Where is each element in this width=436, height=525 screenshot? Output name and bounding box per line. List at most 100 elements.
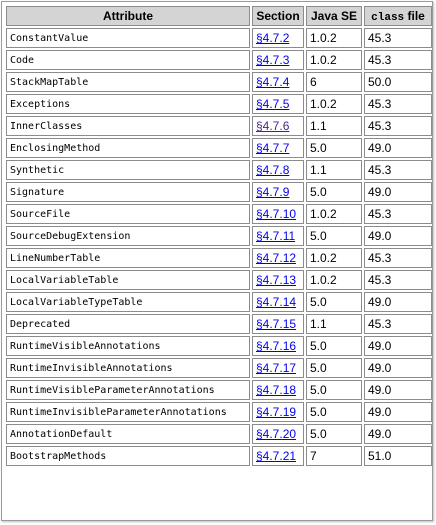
class-file-version-cell: 45.3 [364,50,432,70]
section-link[interactable]: §4.7.8 [256,163,290,177]
java-se-cell: 5.0 [306,424,362,444]
java-se-cell: 5.0 [306,358,362,378]
section-cell: §4.7.21 [252,446,304,466]
table-row: InnerClasses §4.7.6 1.1 45.3 [6,116,432,136]
section-link[interactable]: §4.7.12 [256,251,297,265]
java-se-cell: 5.0 [306,292,362,312]
java-se-cell: 1.0.2 [306,94,362,114]
class-file-version-cell: 49.0 [364,358,432,378]
class-file-version-cell: 49.0 [364,402,432,422]
class-file-version-cell: 45.3 [364,314,432,334]
section-link[interactable]: §4.7.15 [256,317,297,331]
section-link[interactable]: §4.7.13 [256,273,297,287]
table-row: ConstantValue §4.7.2 1.0.2 45.3 [6,28,432,48]
table-row: Signature §4.7.9 5.0 49.0 [6,182,432,202]
class-file-version-cell: 45.3 [364,94,432,114]
section-cell: §4.7.18 [252,380,304,400]
attribute-name-cell: BootstrapMethods [6,446,250,466]
class-file-version-cell: 45.3 [364,204,432,224]
attribute-name-cell: LineNumberTable [6,248,250,268]
section-link[interactable]: §4.7.3 [256,53,290,67]
section-cell: §4.7.17 [252,358,304,378]
class-file-version-cell: 49.0 [364,138,432,158]
attribute-name-cell: SourceDebugExtension [6,226,250,246]
class-file-version-cell: 45.3 [364,160,432,180]
attribute-name-cell: SourceFile [6,204,250,224]
table-row: RuntimeVisibleParameterAnnotations §4.7.1… [6,380,432,400]
header-section: Section [252,6,304,26]
java-se-cell: 7 [306,446,362,466]
section-link[interactable]: §4.7.16 [256,339,297,353]
section-cell: §4.7.7 [252,138,304,158]
java-se-cell: 5.0 [306,402,362,422]
section-cell: §4.7.19 [252,402,304,422]
section-cell: §4.7.14 [252,292,304,312]
section-link[interactable]: §4.7.2 [256,31,290,45]
section-link[interactable]: §4.7.17 [256,361,297,375]
table-row: LineNumberTable §4.7.12 1.0.2 45.3 [6,248,432,268]
table-row: AnnotationDefault §4.7.20 5.0 49.0 [6,424,432,444]
attribute-name-cell: RuntimeVisibleAnnotations [6,336,250,356]
attribute-name-cell: Exceptions [6,94,250,114]
java-se-cell: 5.0 [306,182,362,202]
attribute-name-cell: RuntimeVisibleParameterAnnotations [6,380,250,400]
attribute-name-cell: StackMapTable [6,72,250,92]
java-se-cell: 1.0.2 [306,204,362,224]
attribute-name-cell: LocalVariableTable [6,270,250,290]
section-link[interactable]: §4.7.7 [256,141,290,155]
java-se-cell: 5.0 [306,226,362,246]
section-link[interactable]: §4.7.14 [256,295,297,309]
attribute-name-cell: RuntimeInvisibleParameterAnnotations [6,402,250,422]
section-link[interactable]: §4.7.21 [256,449,297,463]
section-link[interactable]: §4.7.6 [256,119,290,133]
java-se-cell: 1.0.2 [306,270,362,290]
section-cell: §4.7.11 [252,226,304,246]
table-row: StackMapTable §4.7.4 6 50.0 [6,72,432,92]
section-link[interactable]: §4.7.19 [256,405,297,419]
section-cell: §4.7.12 [252,248,304,268]
section-cell: §4.7.6 [252,116,304,136]
section-cell: §4.7.3 [252,50,304,70]
table-row: RuntimeVisibleAnnotations §4.7.16 5.0 49.0 [6,336,432,356]
section-link[interactable]: §4.7.9 [256,185,290,199]
java-se-cell: 1.0.2 [306,28,362,48]
class-file-version-cell: 49.0 [364,424,432,444]
section-link[interactable]: §4.7.5 [256,97,290,111]
table-row: SourceFile §4.7.10 1.0.2 45.3 [6,204,432,224]
table-row: RuntimeInvisibleAnnotations §4.7.17 5.0 49.… [6,358,432,378]
section-cell: §4.7.10 [252,204,304,224]
section-link[interactable]: §4.7.20 [256,427,297,441]
class-file-version-cell: 49.0 [364,182,432,202]
attribute-name-cell: Code [6,50,250,70]
table-row: EnclosingMethod §4.7.7 5.0 49.0 [6,138,432,158]
section-cell: §4.7.15 [252,314,304,334]
attribute-name-cell: Synthetic [6,160,250,180]
section-cell: §4.7.5 [252,94,304,114]
java-se-cell: 1.1 [306,314,362,334]
section-cell: §4.7.16 [252,336,304,356]
attribute-name-cell: ConstantValue [6,28,250,48]
section-link[interactable]: §4.7.10 [256,207,297,221]
section-link[interactable]: §4.7.4 [256,75,290,89]
attribute-name-cell: RuntimeInvisibleAnnotations [6,358,250,378]
class-file-version-cell: 49.0 [364,380,432,400]
table-row: LocalVariableTable §4.7.13 1.0.2 45.3 [6,270,432,290]
section-link[interactable]: §4.7.18 [256,383,297,397]
table-row: BootstrapMethods §4.7.21 7 51.0 [6,446,432,466]
class-file-version-cell: 49.0 [364,292,432,312]
attribute-name-cell: Deprecated [6,314,250,334]
java-se-cell: 6 [306,72,362,92]
table-row: LocalVariableTypeTable §4.7.14 5.0 49.0 [6,292,432,312]
table-row: RuntimeInvisibleParameterAnnotations §4.7… [6,402,432,422]
table-row: SourceDebugExtension §4.7.11 5.0 49.0 [6,226,432,246]
class-file-version-cell: 50.0 [364,72,432,92]
attribute-name-cell: Signature [6,182,250,202]
header-class-code: class [371,11,405,24]
section-link[interactable]: §4.7.11 [256,229,296,243]
section-cell: §4.7.2 [252,28,304,48]
attributes-table: Attribute Section Java SE class file Con… [4,4,434,468]
class-file-version-cell: 49.0 [364,226,432,246]
java-se-cell: 1.1 [306,116,362,136]
table-row: Synthetic §4.7.8 1.1 45.3 [6,160,432,180]
